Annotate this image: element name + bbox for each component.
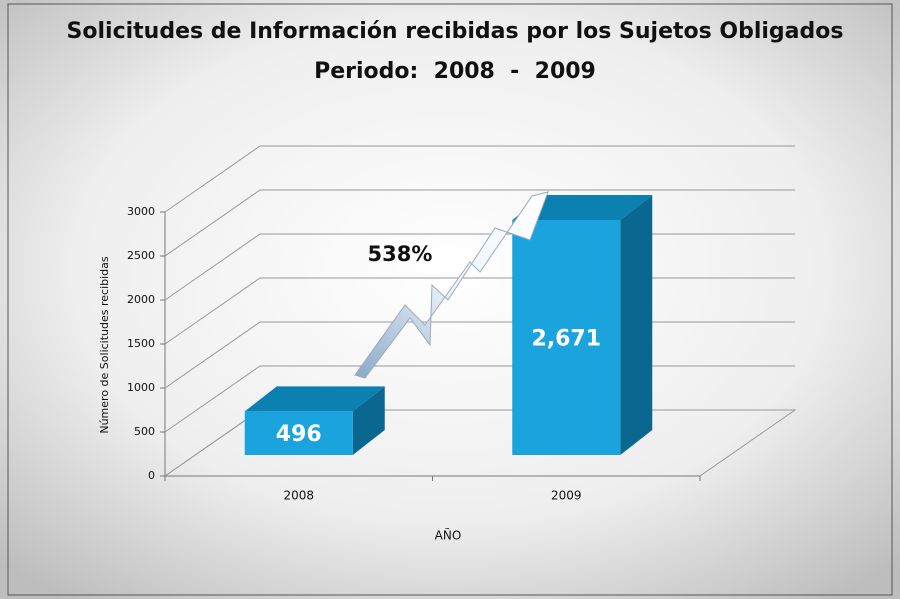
grid-line [164,145,795,213]
y-tick-label: 1500 [127,337,155,350]
value-label: 2,671 [531,326,601,351]
y-tick-label: 500 [134,425,155,438]
y-tick-label: 2500 [127,249,155,262]
bar-side [352,386,385,455]
x-axis-label: AÑO [435,528,462,543]
bar-side [620,194,653,455]
value-label: 496 [276,422,322,447]
bar [512,219,621,455]
frame [7,3,893,596]
y-axis-label: Número de Solicitudes recibidas [98,256,111,434]
y-tick-label: 1000 [127,381,155,394]
bar [244,411,353,455]
chart-subtitle: Periodo: 2008 - 2009 [314,59,596,84]
growth-arrow [354,191,549,379]
chart-title: Solicitudes de Información recibidas por… [67,19,844,44]
y-tick-label: 3000 [127,205,155,218]
y-tick-label: 2000 [127,293,155,306]
x-tick-label: 2008 [283,489,314,503]
bar-top [512,194,653,220]
grid-line [164,189,795,257]
bar-top [244,386,385,412]
annotation: 538% [368,242,433,266]
y-tick-label: 0 [148,469,155,482]
x-tick-label: 2009 [551,489,582,503]
